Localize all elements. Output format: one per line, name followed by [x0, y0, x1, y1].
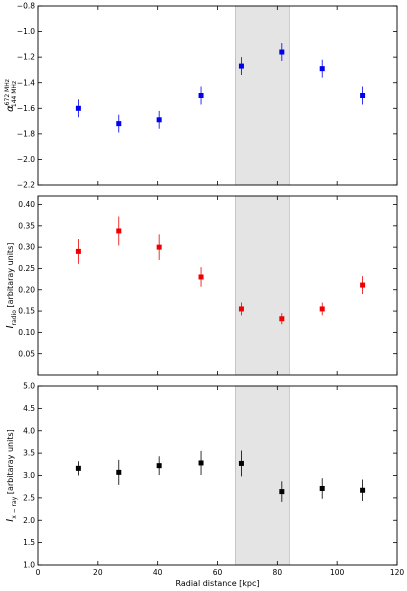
y-axis-label-main: α	[5, 105, 16, 112]
data-point	[198, 93, 204, 98]
x-tick-label: 80	[273, 568, 283, 577]
data-point	[319, 306, 325, 312]
y-tick-label: 2.5	[23, 493, 35, 502]
data-point	[238, 306, 244, 312]
y-tick-label: 0.20	[18, 285, 35, 294]
x-tick-label: 60	[213, 568, 223, 577]
data-point	[116, 469, 122, 475]
y-tick-label: −2.0	[17, 155, 35, 164]
panel-2: 0.05 0.10 0.15 0.20 0.25 0.30 0.35 0.40 Iradio […	[5, 195, 398, 376]
y-axis-label-sub: x − ray	[11, 496, 18, 519]
y-tick-label: 2.0	[23, 516, 35, 525]
y-tick-label: −2.2	[17, 181, 35, 190]
data-point	[360, 93, 366, 98]
panel-1: −2.2 −2.0 −1.8 −1.6 −1.4 −1.2 −1.0 −0.8 α672 MHz…	[4, 2, 398, 190]
y-tick-label: 0.30	[18, 243, 35, 252]
x-tick-label: 40	[153, 568, 163, 577]
y-tick-label: −1.4	[17, 78, 35, 87]
data-point	[156, 463, 162, 469]
y-axis-label: Ix − ray [arbitaray units]	[5, 429, 18, 522]
y-tick-label: −0.8	[17, 2, 35, 11]
data-point	[279, 49, 285, 55]
x-tick-label: 0	[36, 568, 41, 577]
data-point	[319, 485, 325, 491]
y-tick-label: 1.5	[23, 538, 35, 547]
plot-frame	[37, 5, 398, 186]
y-axis-label-units: [arbitaray units]	[6, 243, 15, 310]
plot-frame	[37, 385, 398, 566]
x-tick-label: 120	[390, 568, 405, 577]
data-point	[75, 465, 81, 471]
y-axis-label: α672 MHz144 MHz	[4, 79, 18, 112]
y-axis-label-units: [arbitaray units]	[6, 429, 15, 496]
data-point	[319, 66, 325, 72]
y-tick-label: 4.5	[23, 404, 35, 413]
y-tick-label: 3.0	[23, 471, 35, 480]
y-tick-label: 0.10	[18, 328, 35, 337]
data-point	[360, 282, 366, 288]
plot-frame	[37, 195, 398, 376]
y-axis-label-sub: 144 MHz	[11, 81, 18, 107]
data-point	[198, 460, 204, 466]
panel-3: 1.0 1.5 2.0 2.5 3.0 3.5 4.0 4.5 5.0 0 20 40 60 80 100 1…	[5, 382, 404, 588]
y-tick-label: 3.5	[23, 449, 35, 458]
y-tick-label: 5.0	[23, 382, 35, 391]
y-tick-label: 0.40	[18, 200, 35, 209]
data-point	[279, 316, 285, 322]
data-point	[238, 460, 244, 466]
y-tick-label: 4.0	[23, 426, 35, 435]
data-point	[156, 244, 162, 250]
shaded-region	[235, 385, 290, 566]
data-point	[360, 487, 366, 493]
y-tick-label: 0.35	[18, 221, 35, 230]
data-point	[198, 274, 204, 280]
y-axis-label-main: I	[5, 325, 16, 328]
data-point	[116, 228, 122, 234]
data-point	[75, 105, 81, 111]
y-axis-label-sub: radio	[11, 310, 18, 326]
x-tick-label: 20	[93, 568, 103, 577]
y-axis-label-main: I	[5, 519, 16, 522]
y-axis-label: Iradio [arbitaray units]	[5, 243, 18, 329]
data-point	[279, 489, 285, 495]
x-axis-label: Radial distance [kpc]	[175, 579, 259, 588]
y-tick-label: 1.0	[23, 561, 35, 570]
y-tick-label: 0.25	[18, 264, 35, 273]
shaded-region	[235, 195, 290, 376]
data-point	[75, 248, 81, 254]
y-tick-label: −1.2	[17, 53, 35, 62]
y-tick-label: −1.0	[17, 27, 35, 36]
y-tick-label: −1.8	[17, 129, 35, 138]
data-point	[156, 117, 162, 123]
data-point	[116, 121, 122, 127]
y-tick-label: 0.05	[18, 349, 35, 358]
y-tick-label: −1.6	[17, 104, 35, 113]
x-tick-label: 100	[330, 568, 345, 577]
data-point	[238, 63, 244, 69]
y-tick-label: 0.15	[18, 307, 35, 316]
shaded-region	[235, 5, 290, 186]
y-axis-label-sup: 672 MHz	[4, 79, 11, 105]
